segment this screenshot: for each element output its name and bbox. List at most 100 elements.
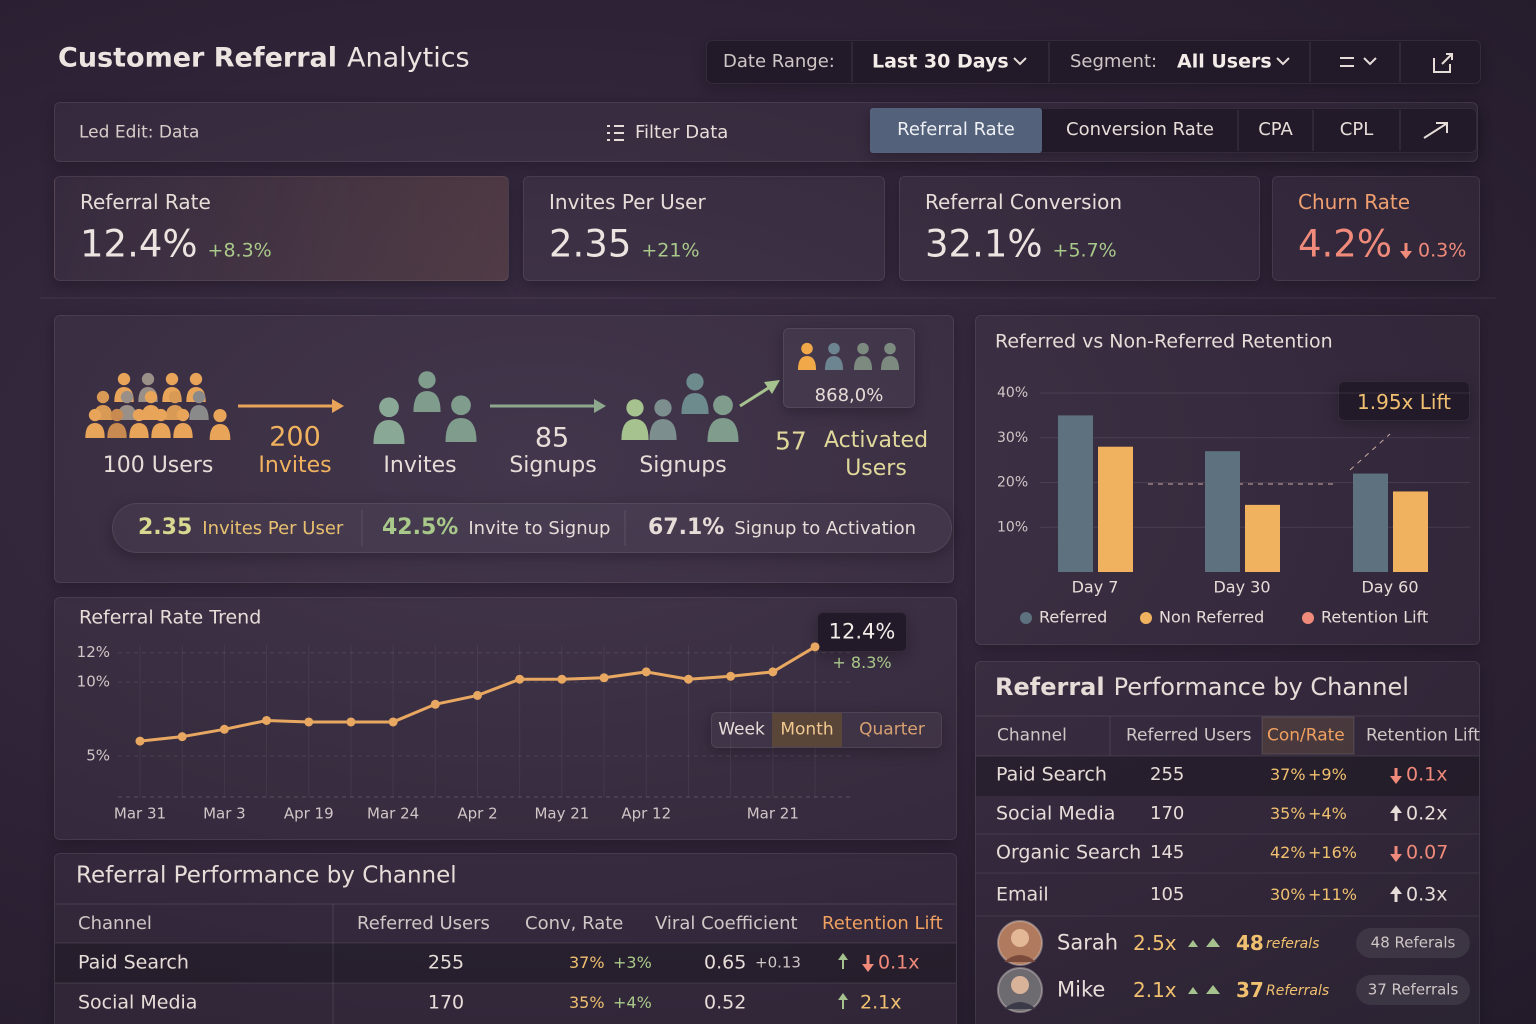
filter-button[interactable]: Filter Data xyxy=(635,122,729,143)
bar xyxy=(1205,451,1240,572)
cell: 35% xyxy=(569,993,605,1012)
range-button[interactable]: Month xyxy=(780,719,834,740)
column-header: Con/Rate xyxy=(1267,725,1345,746)
cell: +9% xyxy=(1308,765,1347,784)
range-button[interactable]: Quarter xyxy=(859,719,925,740)
x-tick-label: Mar 31 xyxy=(114,805,166,823)
cell: 255 xyxy=(427,951,465,974)
label: Segment: xyxy=(1070,51,1158,72)
legend-label: Retention Lift xyxy=(1321,608,1428,627)
trend-icon[interactable] xyxy=(1423,122,1448,139)
lift-arrow xyxy=(1390,886,1402,894)
x-tick-label: Mar 24 xyxy=(367,805,419,823)
filter-icon[interactable] xyxy=(607,125,624,141)
metric-tab[interactable]: CPL xyxy=(1339,119,1374,140)
metric-tab[interactable]: Conversion Rate xyxy=(1066,119,1214,140)
view-menu[interactable] xyxy=(1340,57,1377,67)
kpi-label: Churn Rate xyxy=(1298,190,1411,214)
kpi-value: 4.2% 0.3% xyxy=(1298,226,1466,263)
icons xyxy=(607,53,1453,141)
kpi-value: 32.1% xyxy=(925,222,1043,266)
edit-button[interactable]: Led Edit: Data xyxy=(79,122,200,143)
table-title: Performance by Channel xyxy=(1113,673,1409,701)
cell: +0.13 xyxy=(755,953,801,972)
kpi-card xyxy=(899,176,1260,281)
point xyxy=(599,673,609,683)
referrer-count: 37 xyxy=(1236,978,1264,1002)
x-tick-label: Apr 2 xyxy=(457,805,497,823)
funnel-arrows xyxy=(238,380,780,546)
kpi-change: 0.3% xyxy=(1418,239,1467,262)
cell: Social Media xyxy=(78,991,198,1014)
cell: 170 xyxy=(427,991,465,1014)
chart-title: Referred vs Non-Referred Retention xyxy=(995,330,1333,353)
cell: +16% xyxy=(1308,843,1357,862)
point xyxy=(346,717,356,727)
funnel-stat: 2.35 Invites Per User xyxy=(138,517,343,539)
referrer-count: 48 xyxy=(1236,931,1264,955)
y-tick-label: 5% xyxy=(86,746,110,764)
y-tick-label: 10% xyxy=(77,673,110,691)
point xyxy=(430,699,440,709)
legend-swatch xyxy=(1302,612,1314,624)
point xyxy=(262,715,272,725)
legend-swatch xyxy=(1140,612,1152,624)
page-title: Customer Referral Analytics xyxy=(58,45,470,72)
bar xyxy=(1245,504,1280,572)
cell: Email xyxy=(996,883,1049,906)
kpi-change: +8.3% xyxy=(207,239,272,262)
bar xyxy=(1058,415,1093,572)
x-tick-label: Apr 19 xyxy=(284,805,334,823)
kpi-card xyxy=(1272,176,1480,281)
range-button[interactable]: Week xyxy=(718,719,765,740)
cell: 37% xyxy=(569,953,605,972)
metric-tab[interactable]: CPA xyxy=(1258,119,1293,140)
date-range-select[interactable]: Last 30 Days xyxy=(872,50,1009,73)
legend-label: Referred xyxy=(1039,608,1107,627)
kpi-value: 2.35 +21% xyxy=(549,226,700,263)
column-header: Channel xyxy=(78,913,152,934)
point xyxy=(768,667,778,677)
chevron[interactable] xyxy=(1276,57,1290,66)
chart-title: Referral Rate Trend xyxy=(79,606,262,629)
trend-panel xyxy=(54,597,957,840)
kpi-value: 2.35 xyxy=(549,222,632,266)
cell: 37% xyxy=(1270,765,1306,784)
segment-select[interactable]: All Users xyxy=(1177,50,1272,73)
stat-value: 2.35 xyxy=(138,515,193,540)
point xyxy=(515,674,525,684)
point xyxy=(388,717,398,727)
referrer-multiplier: 2.5x xyxy=(1133,931,1177,955)
stat-label: Invite to Signup xyxy=(468,518,611,539)
kpi-value: 32.1% +5.7% xyxy=(925,226,1117,263)
x-tick-label: Apr 12 xyxy=(621,805,671,823)
cell: 35% xyxy=(1270,804,1306,823)
lift-connector xyxy=(1148,433,1391,485)
point xyxy=(473,690,482,700)
table-arrows xyxy=(838,953,874,1009)
metric-tab[interactable]: Referral Rate xyxy=(897,119,1015,140)
x-tick-label: Day 60 xyxy=(1361,578,1418,597)
point xyxy=(304,717,314,727)
range-toggle xyxy=(711,712,942,748)
export-icon[interactable] xyxy=(1433,53,1453,73)
lift-callout xyxy=(1338,381,1470,421)
annotation: + 8.3% xyxy=(832,653,892,672)
y-tick-label: 40% xyxy=(997,385,1028,401)
kpi-card xyxy=(523,176,885,281)
kpi-value: 12.4% xyxy=(80,222,198,266)
channel-table-panel xyxy=(54,853,957,1024)
x-tick-label: Day 7 xyxy=(1072,578,1119,597)
chevron[interactable] xyxy=(1013,57,1027,66)
point xyxy=(557,674,567,684)
page-title: Customer Referral xyxy=(58,42,337,74)
cell: Social Media xyxy=(996,802,1116,825)
cell: +3% xyxy=(613,953,652,972)
active-tab xyxy=(870,108,1042,153)
trend-callout xyxy=(817,612,907,652)
cell: 145 xyxy=(1150,842,1185,863)
cell: 0.3x xyxy=(1406,883,1448,906)
funnel-panel xyxy=(54,315,954,583)
label: 868,0% xyxy=(814,385,884,406)
cell: +4% xyxy=(1308,804,1347,823)
